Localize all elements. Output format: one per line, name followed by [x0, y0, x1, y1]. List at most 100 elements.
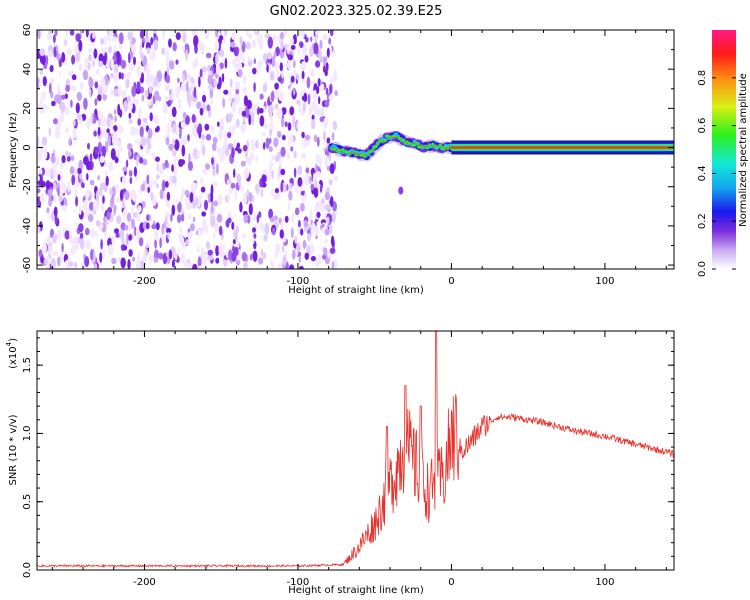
- noise-cell: [233, 46, 239, 57]
- noise-cell: [113, 71, 118, 83]
- noise-cell: [203, 199, 209, 211]
- noise-cell: [97, 175, 100, 181]
- ridge-cell: [417, 144, 419, 146]
- noise-cell: [106, 30, 110, 37]
- noise-cell: [185, 49, 189, 62]
- noise-cell: [280, 31, 284, 40]
- noise-cell: [233, 168, 236, 178]
- noise-cell: [113, 206, 116, 216]
- ridge-cell: [398, 137, 402, 141]
- noise-cell: [255, 140, 259, 149]
- noise-cell: [111, 257, 117, 265]
- noise-cell: [183, 261, 189, 269]
- y-tick-label: 1.0: [22, 425, 33, 441]
- ridge-cell: [400, 139, 404, 143]
- noise-cell: [278, 90, 284, 102]
- noise-cell: [312, 172, 316, 184]
- ridge-cell: [339, 151, 343, 154]
- noise-cell: [133, 166, 137, 177]
- noise-cell: [224, 57, 228, 69]
- noise-cell: [302, 239, 307, 250]
- noise-cell: [269, 128, 273, 137]
- noise-cell: [242, 144, 248, 152]
- noise-cell: [252, 238, 255, 244]
- noise-cell: [323, 247, 328, 256]
- noise-cell: [100, 116, 106, 128]
- noise-cell: [189, 192, 194, 203]
- noise-cell: [53, 206, 58, 217]
- noise-cell: [79, 173, 83, 180]
- noise-cell: [119, 189, 124, 202]
- noise-cell: [319, 201, 325, 212]
- noise-cell: [303, 226, 307, 233]
- colorbar-tick-label: 0.0: [697, 261, 708, 277]
- noise-cell: [130, 126, 136, 137]
- noise-cell: [212, 168, 216, 176]
- noise-cell: [58, 194, 63, 203]
- noise-cell: [268, 208, 273, 220]
- ridge-cell: [367, 153, 370, 155]
- noise-cell: [218, 243, 223, 256]
- noise-cell: [115, 232, 120, 238]
- snr-scale-base: (x10: [8, 346, 19, 369]
- noise-cell: [319, 159, 322, 169]
- noise-cell: [218, 225, 223, 236]
- noise-cell: [324, 69, 328, 77]
- ridge-cell: [430, 144, 432, 146]
- noise-cell: [157, 164, 164, 174]
- spectrogram-y-label: Frequency (Hz): [8, 112, 19, 188]
- noise-cell: [37, 136, 40, 148]
- noise-cell: [68, 71, 73, 77]
- noise-cell: [41, 53, 46, 66]
- noise-cell: [104, 34, 107, 46]
- noise-cell: [166, 227, 172, 234]
- noise-cell: [222, 97, 226, 108]
- noise-cell: [291, 227, 294, 239]
- noise-cell: [222, 36, 226, 45]
- noise-cell: [144, 89, 149, 98]
- noise-cell: [140, 51, 144, 61]
- noise-cell: [294, 248, 298, 257]
- noise-cell: [55, 155, 60, 167]
- noise-cell: [270, 90, 275, 102]
- noise-cell: [99, 252, 103, 263]
- noise-cell: [122, 198, 125, 209]
- noise-cell: [123, 245, 128, 251]
- noise-cell: [100, 239, 103, 250]
- noise-cell: [146, 174, 150, 185]
- noise-cell: [50, 78, 55, 84]
- noise-cell: [64, 38, 67, 47]
- noise-cell: [147, 142, 152, 150]
- noise-cell: [228, 178, 232, 185]
- ridge-cell: [426, 147, 429, 150]
- noise-cell: [97, 94, 102, 102]
- colorbar-ticks: 0.0 0.2 0.4 0.6 0.8: [697, 70, 736, 277]
- noise-cell: [100, 37, 104, 46]
- noise-cell: [180, 30, 187, 34]
- noise-cell: [310, 224, 314, 237]
- noise-cell: [118, 125, 124, 135]
- noise-cell: [54, 127, 61, 139]
- y-tick-label: 1.5: [22, 357, 33, 373]
- noise-cell: [177, 214, 181, 224]
- noise-cell: [74, 165, 78, 176]
- ridge-cell: [371, 147, 373, 149]
- noise-cell: [88, 54, 92, 62]
- noise-cell: [128, 112, 132, 119]
- noise-cell: [313, 187, 319, 198]
- noise-cell: [271, 56, 276, 68]
- noise-cell: [180, 136, 185, 148]
- snr-frame: [36, 330, 675, 571]
- noise-cell: [90, 249, 94, 261]
- noise-cell: [264, 223, 270, 235]
- noise-cell: [309, 243, 315, 255]
- noise-cell: [281, 117, 285, 128]
- noise-cell: [104, 161, 107, 168]
- noise-cell: [164, 159, 169, 168]
- noise-cell: [242, 261, 248, 269]
- noise-cell: [146, 222, 150, 230]
- noise-cell: [84, 256, 90, 268]
- figure-title: GN02.2023.325.02.39.E25: [270, 4, 443, 19]
- noise-cell: [88, 88, 92, 98]
